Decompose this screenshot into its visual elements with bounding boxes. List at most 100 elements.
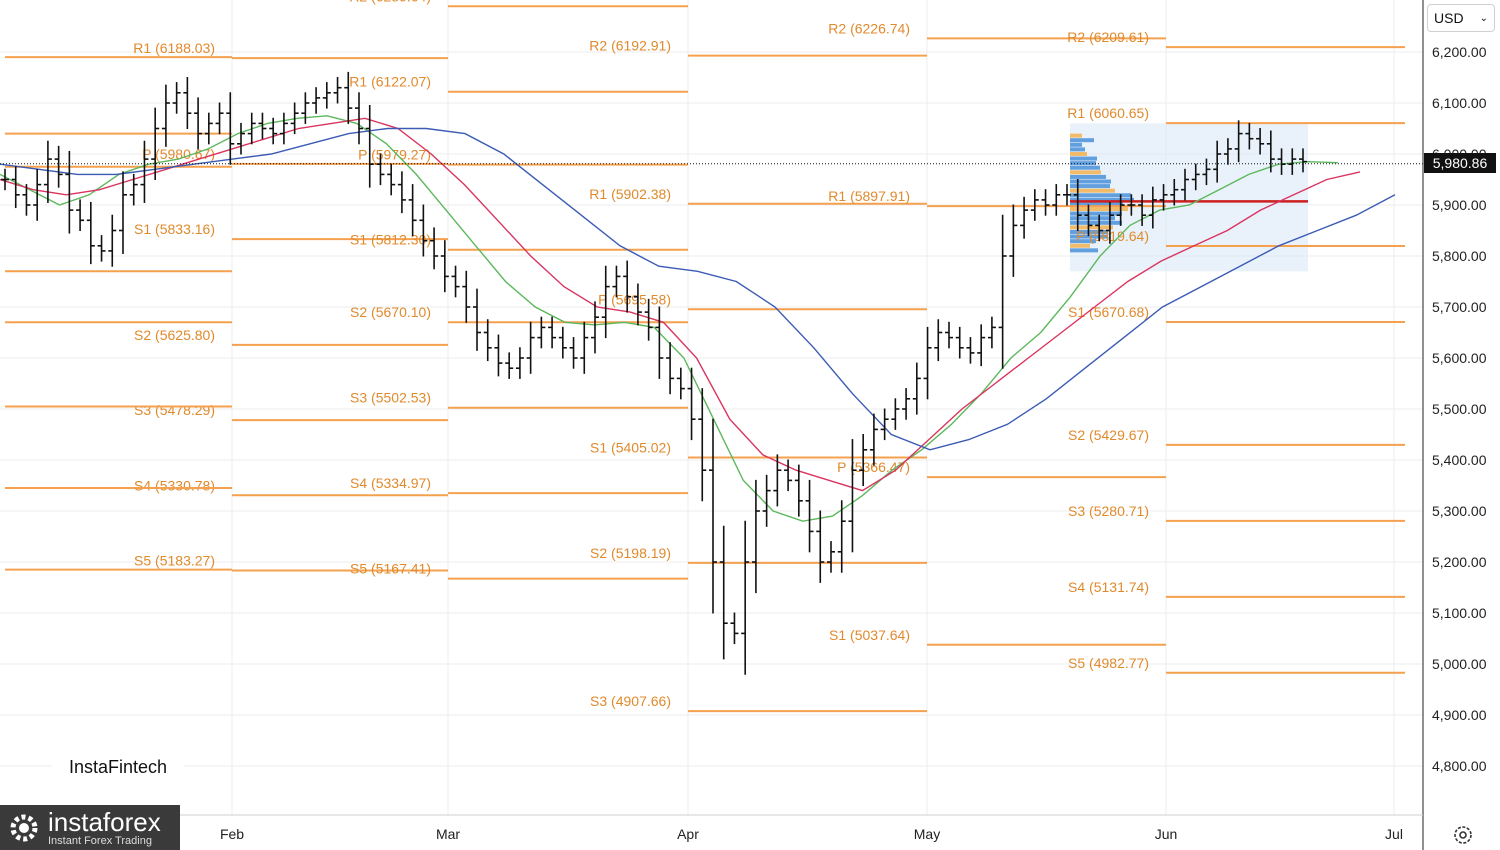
ohlc-bar xyxy=(87,202,95,264)
ohlc-bar xyxy=(505,352,513,379)
ohlc-bar xyxy=(666,342,674,394)
volume-profile-bar xyxy=(1070,143,1082,147)
pivot-label: R1 (6060.65) xyxy=(1067,105,1149,121)
price-tick-label: 4,900.00 xyxy=(1432,707,1487,723)
ohlc-bar xyxy=(44,141,52,203)
ohlc-bar xyxy=(527,322,535,374)
ohlc-bar xyxy=(419,204,427,256)
ohlc-bar xyxy=(516,347,524,379)
logo-name: instaforex xyxy=(48,809,161,835)
volume-profile-bar xyxy=(1070,166,1100,170)
volume-profile-bar xyxy=(1070,152,1087,156)
ohlc-bar xyxy=(902,388,910,420)
pivot-label: R2 (6289.64) xyxy=(349,0,431,4)
pivot-levels: R1 (6188.03)P (5980.67)S1 (5833.16)S2 (5… xyxy=(5,0,1405,711)
watermark: InstaFintech xyxy=(52,732,184,802)
ohlc-bar xyxy=(945,322,953,349)
ohlc-bar xyxy=(1009,204,1017,276)
ohlc-bar xyxy=(473,289,481,351)
pivot-label: R1 (6122.07) xyxy=(349,74,431,90)
ohlc-bar xyxy=(924,327,932,399)
ohlc-bar xyxy=(312,87,320,114)
volume-profile-bar xyxy=(1070,184,1110,188)
ohlc-bar xyxy=(730,612,738,644)
volume-profile-bar xyxy=(1070,134,1082,138)
ohlc-bar xyxy=(1,169,9,190)
price-tick-label: 6,100.00 xyxy=(1432,95,1487,111)
volume-profile-bar xyxy=(1070,180,1111,184)
ohlc-bar xyxy=(698,388,706,501)
price-tick-label: 5,200.00 xyxy=(1432,554,1487,570)
volume-profile-bar xyxy=(1070,157,1097,161)
ohlc-bar xyxy=(956,327,964,359)
ohlc-bar xyxy=(1063,184,1071,205)
volume-profile-bar xyxy=(1070,147,1085,151)
volume-profile-bar xyxy=(1070,161,1096,165)
ohlc-bar xyxy=(848,439,856,552)
pivot-label: S1 (5812.30) xyxy=(350,232,431,248)
ohlc-bar xyxy=(76,199,84,231)
ohlc-bar xyxy=(655,306,663,378)
ohlc-bar xyxy=(891,398,899,430)
price-tick-label: 5,900.00 xyxy=(1432,197,1487,213)
last-price-tag: 5,980.86 xyxy=(1424,153,1496,173)
pivot-label: S1 (5405.02) xyxy=(590,439,671,455)
pivot-label: R2 (6226.74) xyxy=(828,20,910,36)
pivot-label: S2 (5670.10) xyxy=(350,304,431,320)
pivot-label: P (5819.64) xyxy=(1076,228,1149,244)
ohlc-bar xyxy=(323,82,331,109)
ohlc-bar xyxy=(398,171,406,213)
volume-profile-bar xyxy=(1070,193,1131,197)
price-tick-label: 6,200.00 xyxy=(1432,44,1487,60)
volume-profile-bar xyxy=(1070,175,1106,179)
settings-icon[interactable] xyxy=(1452,824,1474,846)
pivot-label: S2 (5198.19) xyxy=(590,545,671,561)
ohlc-bar xyxy=(580,322,588,374)
pivot-label: S5 (4982.77) xyxy=(1068,655,1149,671)
price-tick-label: 5,800.00 xyxy=(1432,248,1487,264)
ohlc-bar xyxy=(913,363,921,415)
pivot-label: P (5695.58) xyxy=(598,291,671,307)
pivot-label: S4 (5334.97) xyxy=(350,475,431,491)
pivot-label: S3 (4907.66) xyxy=(590,693,671,709)
ohlc-bar xyxy=(301,92,309,124)
month-tick-label: Mar xyxy=(436,826,460,842)
ohlc-bar xyxy=(966,337,974,364)
ohlc-bar xyxy=(12,166,20,208)
ohlc-bar xyxy=(484,319,492,361)
ohlc-bar xyxy=(934,319,942,361)
month-tick-label: May xyxy=(914,826,940,842)
ohlc-bar xyxy=(1052,184,1060,216)
ohlc-bar xyxy=(162,85,170,147)
price-tick-label: 4,800.00 xyxy=(1432,758,1487,774)
volume-profile-bar xyxy=(1070,216,1115,220)
pivot-label: R1 (6188.03) xyxy=(133,40,215,56)
ohlc-bar xyxy=(999,215,1007,369)
pivot-label: R1 (5897.91) xyxy=(828,188,910,204)
ohlc-bar xyxy=(741,521,749,675)
ohlc-bar xyxy=(827,541,835,573)
time-axis[interactable]: Feb Mar Apr May Jun Jul xyxy=(220,826,1403,842)
pivot-label: R1 (5902.38) xyxy=(589,186,671,202)
ohlc-bar xyxy=(1020,197,1028,239)
price-tick-label: 5,100.00 xyxy=(1432,605,1487,621)
volume-profile-bar xyxy=(1070,170,1101,174)
ohlc-bar xyxy=(387,164,395,196)
ohlc-bar xyxy=(98,235,106,262)
ohlc-bar xyxy=(570,337,578,369)
ohlc-bar xyxy=(108,215,116,267)
currency-label: USD xyxy=(1434,10,1464,26)
pivot-label: S4 (5131.74) xyxy=(1068,579,1149,595)
pivot-label: R2 (6209.61) xyxy=(1067,29,1149,45)
pivot-label: S1 (5833.16) xyxy=(134,221,215,237)
currency-select[interactable]: USD ⌄ xyxy=(1427,4,1495,32)
ohlc-bar xyxy=(194,97,202,149)
ohlc-bar xyxy=(784,459,792,491)
volume-profile-bar xyxy=(1070,244,1090,248)
pivot-label: S5 (5167.41) xyxy=(350,561,431,577)
pivot-label: R2 (6192.91) xyxy=(589,38,671,54)
ohlc-bar xyxy=(709,419,717,614)
ohlc-bar xyxy=(720,526,728,660)
gear-logo-icon xyxy=(4,808,44,848)
